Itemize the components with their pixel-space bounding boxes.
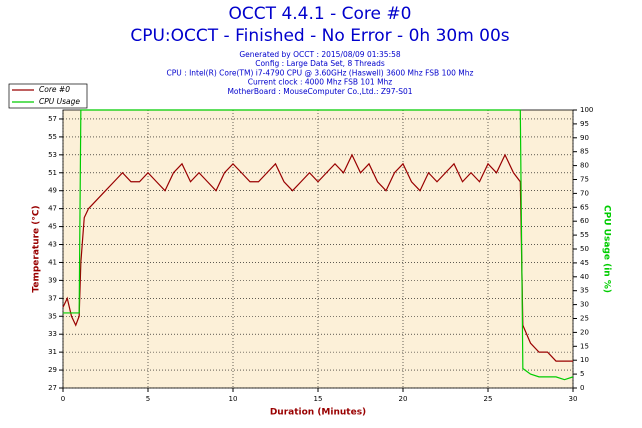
x-tick-label: 15 <box>314 395 323 403</box>
series-line <box>62 153 573 362</box>
x-tick-label: 0 <box>61 395 65 403</box>
y-tick-label: 37 <box>48 294 57 302</box>
x-tick-label: 25 <box>484 395 493 403</box>
y-tick-label: 53 <box>48 151 57 159</box>
y-tick-label: 55 <box>48 133 57 141</box>
y2-tick-label: 15 <box>580 342 589 350</box>
y-tick-label: 39 <box>48 276 57 284</box>
subtitle: Generated by OCCT : 2015/08/09 01:35:58 <box>239 50 401 59</box>
y-tick-label: 31 <box>48 348 57 356</box>
y2-tick-label: 10 <box>580 356 589 364</box>
y2-tick-label: 80 <box>580 162 589 170</box>
y2-tick-label: 100 <box>580 106 593 114</box>
subtitle: CPU : Intel(R) Core(TM) i7-4790 CPU @ 3.… <box>167 68 474 77</box>
y-tick-label: 45 <box>48 223 57 231</box>
subtitle: Config : Large Data Set, 8 Threads <box>255 59 385 68</box>
y2-axis-label: CPU Usage (in %) <box>602 205 612 293</box>
y2-tick-label: 60 <box>580 217 589 225</box>
legend-label: Core #0 <box>39 85 70 94</box>
y2-tick-label: 70 <box>580 189 589 197</box>
y2-tick-label: 0 <box>580 384 584 392</box>
x-tick-label: 20 <box>399 395 408 403</box>
y-axis-label: Temperature (°C) <box>32 205 42 292</box>
y2-tick-label: 30 <box>580 301 589 309</box>
x-tick-label: 10 <box>229 395 238 403</box>
y2-tick-label: 65 <box>580 203 589 211</box>
x-axis-label: Duration (Minutes) <box>270 408 366 418</box>
y2-tick-label: 35 <box>580 287 589 295</box>
chart-title: OCCT 4.4.1 - Core #0 <box>229 4 412 24</box>
x-tick-label: 30 <box>569 395 578 403</box>
subtitle: Current clock : 4000 Mhz FSB 101 Mhz <box>248 78 393 87</box>
y2-tick-label: 20 <box>580 328 589 336</box>
y-tick-label: 43 <box>48 241 57 249</box>
y2-tick-label: 5 <box>580 370 584 378</box>
y-tick-label: 49 <box>48 187 57 195</box>
y2-tick-label: 45 <box>580 259 589 267</box>
y2-tick-label: 40 <box>580 273 589 281</box>
subtitle: MotherBoard : MouseComputer Co.,Ltd.: Z9… <box>227 87 412 96</box>
y2-tick-label: 90 <box>580 134 589 142</box>
y2-tick-label: 95 <box>580 120 589 128</box>
y2-tick-label: 85 <box>580 148 589 156</box>
y-tick-label: 41 <box>48 258 57 266</box>
y-tick-label: 27 <box>48 384 57 392</box>
y-tick-label: 33 <box>48 330 57 338</box>
y-tick-label: 29 <box>48 366 57 374</box>
y-tick-label: 35 <box>48 312 57 320</box>
y2-tick-label: 50 <box>580 245 589 253</box>
y-tick-label: 57 <box>48 115 57 123</box>
y-tick-label: 51 <box>48 169 57 177</box>
x-tick-label: 5 <box>146 395 150 403</box>
chart-title2: CPU:OCCT - Finished - No Error - 0h 30m … <box>130 26 509 46</box>
y-tick-label: 47 <box>48 205 57 213</box>
y2-tick-label: 75 <box>580 176 589 184</box>
series-line <box>63 109 574 381</box>
y2-tick-label: 25 <box>580 315 589 323</box>
legend-label: CPU Usage <box>39 97 80 106</box>
y2-tick-label: 55 <box>580 231 589 239</box>
legend-box <box>8 83 88 109</box>
